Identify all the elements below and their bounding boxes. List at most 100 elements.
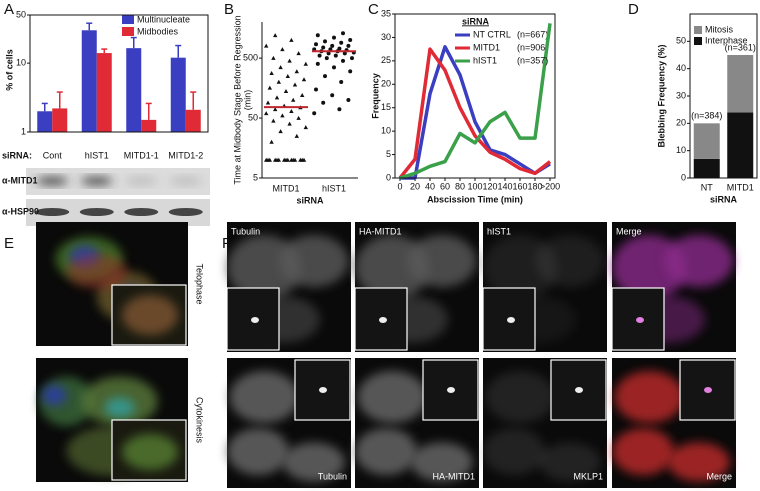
image-label: Tubulin [231,226,260,236]
image-label: Merge [616,226,642,236]
point [321,45,326,50]
point [265,100,271,105]
y-tick-label: 50 [248,112,258,122]
y-axis-label: Blebbing Frequency (%) [656,44,666,147]
cell [614,371,684,423]
cell [667,442,730,482]
point [271,55,276,60]
cell [664,235,734,287]
blot-label: α-HSP90 [2,206,39,216]
legend-label: Midbodies [137,26,179,36]
image-label: Cytokinesis [195,397,205,444]
legend-n: (n=357) [517,55,548,65]
point [267,85,272,90]
bar [81,30,97,132]
y-axis-label: (min) [242,90,252,111]
point [321,100,326,105]
image-label: HA-MITD1 [433,471,476,481]
cell [483,428,545,475]
cell [612,428,674,475]
x-tick-label: 40 [425,181,435,191]
point [287,58,292,63]
x-axis-label: siRNA [296,195,324,205]
midbody [251,317,259,323]
y-tick-label: 35 [381,8,391,18]
point [332,65,336,70]
point [294,133,299,138]
point [339,79,344,84]
bar-segment [727,112,754,178]
blot-band [35,208,70,216]
point [301,77,307,82]
point [341,31,345,36]
bar [52,108,68,132]
point [269,139,274,144]
bar [141,119,157,132]
cell [122,434,178,470]
point [317,53,322,58]
midbody [704,387,712,393]
point [346,43,351,48]
x-tick-label: 100 [467,181,482,191]
panel-letter: C [368,1,379,18]
point [337,107,342,112]
y-tick-label: 25 [381,55,391,65]
point [342,51,347,56]
point [341,58,345,63]
y-tick-label: 50 [676,36,686,46]
y-tick-label: 20 [676,118,686,128]
legend-label: NT CTRL [473,29,511,39]
inset [294,359,351,421]
point [296,115,301,120]
point [269,70,274,75]
point [348,69,353,74]
bar [170,57,186,132]
point [280,113,285,118]
legend-swatch [122,27,134,36]
x-tick-label: MITD1-2 [168,150,203,160]
point [287,121,292,126]
point [337,46,342,51]
x-tick-label: 160 [512,181,527,191]
legend-n: (n=667) [517,29,548,39]
point [283,89,289,94]
point [330,43,335,48]
blot-band [36,177,69,185]
legend-label: Mitosis [705,24,734,34]
point [332,35,336,40]
blot-band [124,208,159,216]
legend-title: siRNA [462,16,490,26]
point [291,97,296,102]
line [398,47,552,180]
legend-swatch [122,15,134,24]
x-tick-label: hIST1 [322,183,346,193]
midbody [319,387,327,393]
y-tick-label: 0 [386,172,391,182]
point [292,157,298,162]
point [303,125,308,130]
y-tick-label: 30 [381,32,391,42]
legend-n: (n=906) [517,42,548,52]
point [300,93,305,98]
point [348,38,353,43]
y-tick-label: 20 [381,79,391,89]
y-tick-label: 1 [21,126,26,136]
cell [538,442,601,482]
x-axis-label: Abscission Time (min) [427,194,523,204]
point [294,69,299,74]
bar-segment [693,158,720,178]
annotation: (n=384) [691,111,722,121]
line [400,45,551,180]
legend-label: hIST1 [473,55,497,65]
x-tick-label: 60 [440,181,450,191]
axis [261,22,358,179]
point [285,157,290,162]
cell [66,254,128,289]
panel-letter: B [224,1,234,18]
cell [282,442,345,482]
blot-band [125,177,158,185]
x-tick-label: MITD1-1 [124,150,159,160]
blot-band [169,177,202,185]
point [296,51,301,56]
